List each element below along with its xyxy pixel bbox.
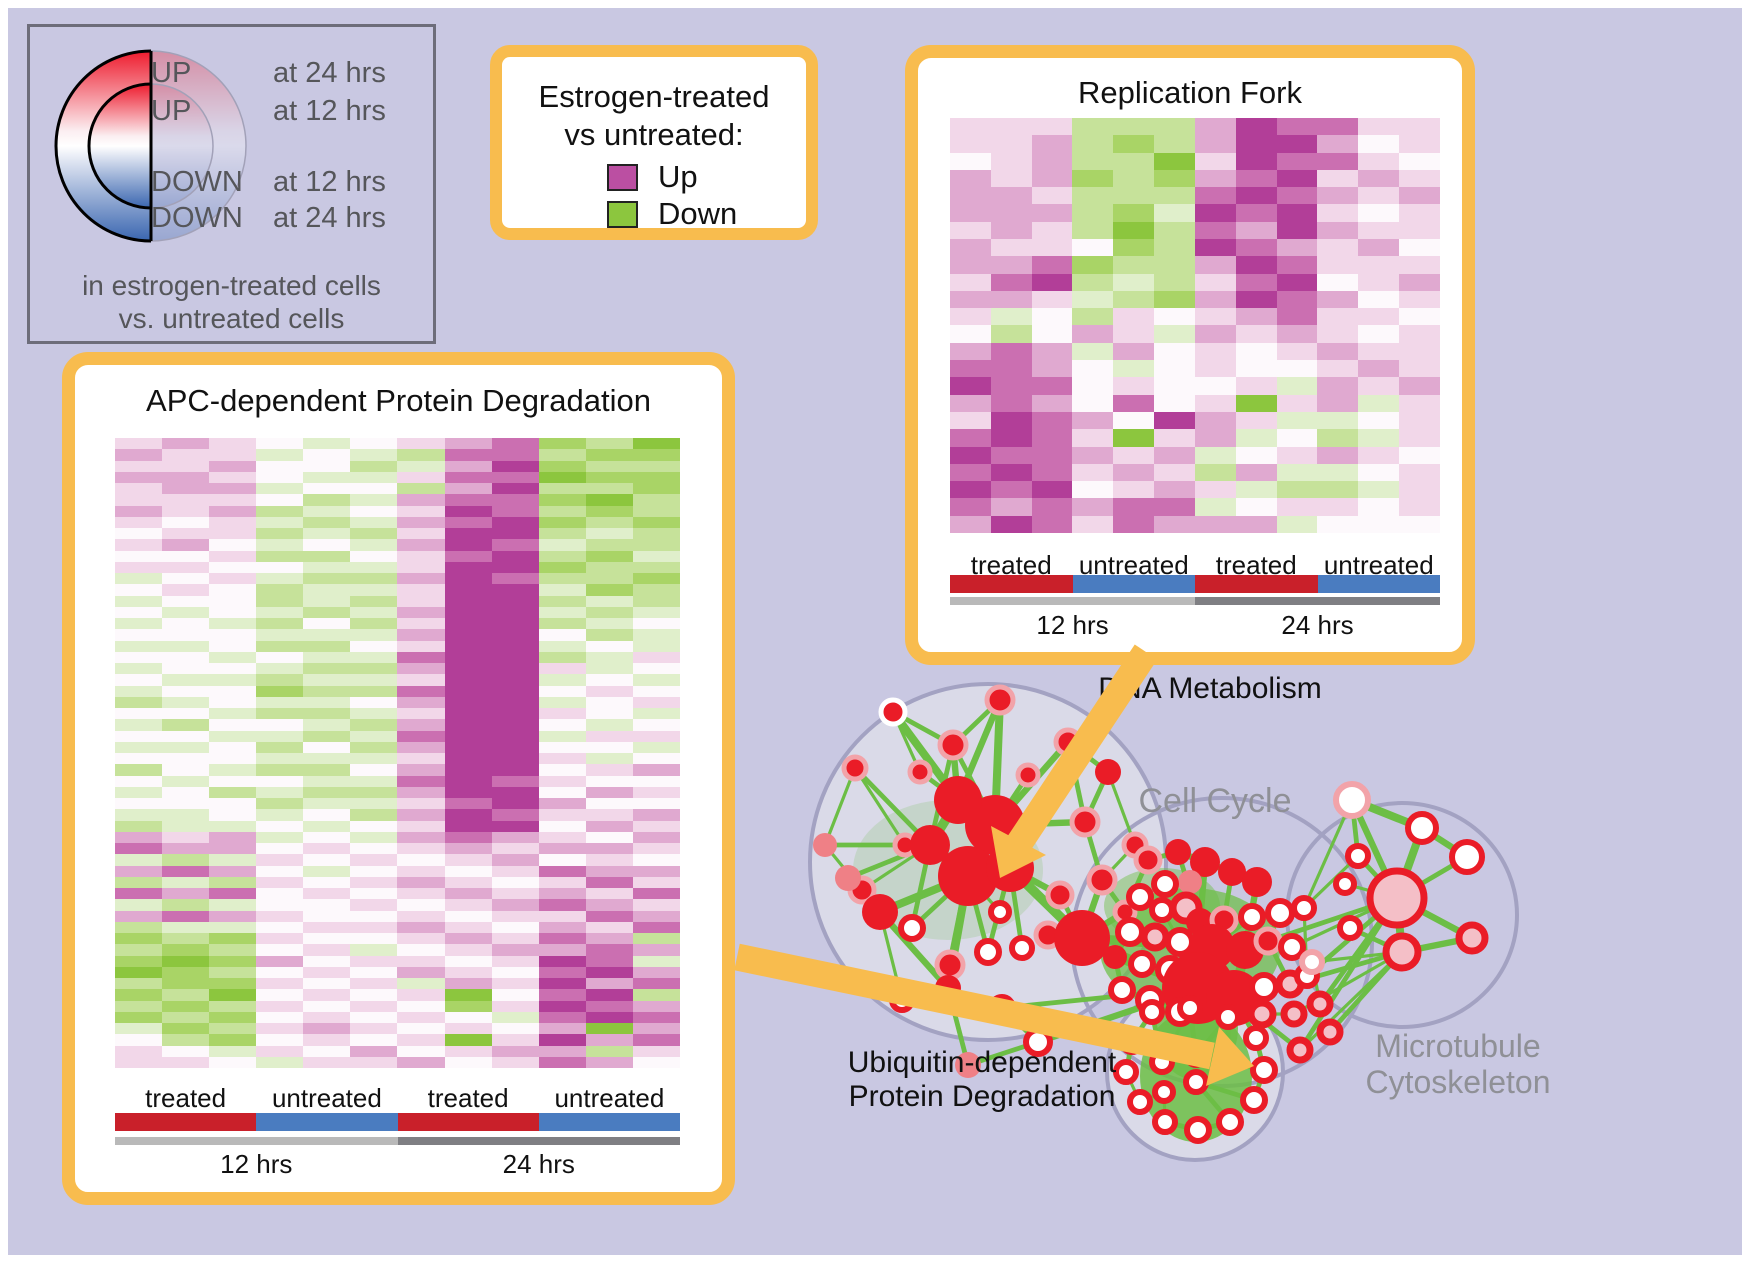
apc-group-bars [115,1113,680,1131]
ring-row-up-24: UP at 24 hrs [151,57,386,89]
apc-group-labels: treated untreated treated untreated [115,1083,680,1113]
label-cell-cycle: Cell Cycle [1138,782,1292,820]
group-bar [538,1113,680,1131]
replication-heatmap [950,118,1440,533]
group-label: untreated [1078,550,1189,580]
down-color-swatch [607,200,638,228]
time-bar [1195,597,1440,605]
group-label: treated [145,1083,227,1113]
time-bar [115,1137,398,1145]
legend-item-up: Up [607,159,698,194]
replication-fork-title: Replication Fork [1078,75,1302,110]
group-bar [1317,575,1440,593]
time-label: 24 hrs [502,1149,575,1179]
group-bar [950,575,1073,593]
apc-time-bars [115,1137,680,1145]
up-color-swatch [607,163,638,191]
time-bar [950,597,1195,605]
apc-degradation-panel: APC-dependent Protein Degradation treate… [62,352,735,1205]
group-bar [1195,575,1318,593]
legend-item-down: Down [607,196,738,231]
ring-row-up-12: UP at 12 hrs [151,95,386,127]
group-bar [115,1113,257,1131]
ring-row-down-24: DOWN at 24 hrs [151,202,386,234]
updown-title-line2: vs untreated: [564,117,744,152]
apc-heatmap [115,438,680,1068]
time-label: 12 hrs [1036,610,1109,640]
group-label: treated [970,550,1052,580]
replication-time-bars [950,597,1440,605]
group-label: treated [427,1083,509,1113]
replication-time-labels: 12 hrs 24 hrs [950,610,1440,640]
estrogen-updown-legend: Estrogen-treated vs untreated: Up Down [490,45,818,240]
updown-ring-legend: UP at 24 hrs UP at 12 hrs DOWN at 12 hrs DO… [27,24,436,344]
group-label: untreated [554,1083,665,1113]
group-label: untreated [271,1083,382,1113]
ring-caption-line1: in estrogen-treated cells [82,270,381,301]
group-bar [397,1113,539,1131]
updown-rings-icon [54,49,247,243]
label-ubiquitin-degradation: Ubiquitin-dependent Protein Degradation [847,1046,1117,1113]
replication-group-bars [950,575,1440,593]
label-dna-metabolism: DNA Metabolism [1098,672,1322,705]
apc-time-labels: 12 hrs 24 hrs [115,1149,680,1179]
time-label: 12 hrs [220,1149,293,1179]
group-bar [256,1113,398,1131]
apc-panel-title: APC-dependent Protein Degradation [146,383,651,418]
up-label: Up [658,159,698,194]
group-bar [1072,575,1195,593]
updown-title-line1: Estrogen-treated [538,79,770,114]
group-label: treated [1215,550,1297,580]
time-bar [397,1137,680,1145]
replication-fork-panel: Replication Fork treated untreated treated… [905,45,1475,665]
group-label: untreated [1323,550,1434,580]
ring-row-down-12: DOWN at 12 hrs [151,166,386,198]
down-label: Down [658,196,738,231]
time-label: 24 hrs [1281,610,1354,640]
ring-caption-line2: vs. untreated cells [118,303,345,334]
label-microtubule-cytoskeleton: Microtubule Cytoskeleton [1365,1028,1551,1100]
replication-group-labels: treated untreated treated untreated [950,550,1440,580]
